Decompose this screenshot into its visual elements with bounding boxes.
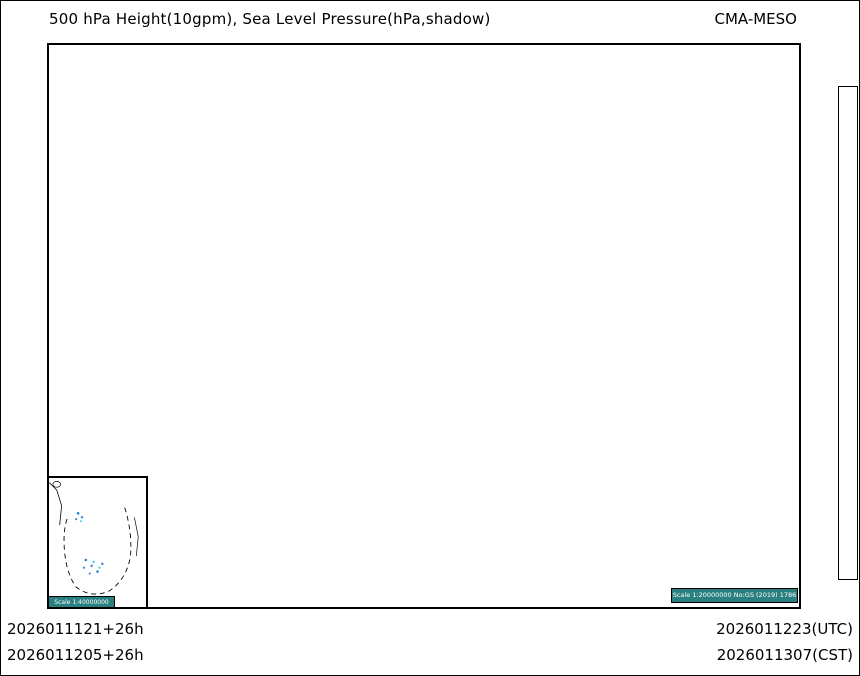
map-plot-area: Scale 1:20000000 No:GS (2019) 1786 Scale…: [47, 43, 801, 609]
inset-vietnam-coast: [49, 482, 63, 526]
inset-dashed-boundary: [63, 507, 132, 595]
valid-time-utc: 2026011223(UTC): [716, 620, 853, 638]
inset-scale-label: Scale 1:40000000: [49, 596, 115, 607]
south-china-sea-inset-map: Scale 1:40000000: [47, 476, 148, 609]
page-title: 500 hPa Height(10gpm), Sea Level Pressur…: [49, 10, 491, 28]
inset-hainan-island: [52, 481, 61, 488]
model-name-label: CMA-MESO: [714, 10, 797, 28]
inset-map-canvas: [49, 481, 139, 595]
map-scale-badge: Scale 1:20000000 No:GS (2019) 1786: [671, 588, 798, 603]
inset-island-dots: [75, 512, 104, 575]
valid-time-cst: 2026011307(CST): [716, 646, 853, 664]
run-time-utc: 2026011121+26h: [7, 620, 144, 638]
pressure-colorbar: [838, 86, 858, 580]
run-time-cst: 2026011205+26h: [7, 646, 144, 664]
weather-map-canvas: [49, 45, 799, 607]
inset-philippines-coast: [134, 517, 139, 557]
inset-precip-dots: [80, 520, 101, 569]
